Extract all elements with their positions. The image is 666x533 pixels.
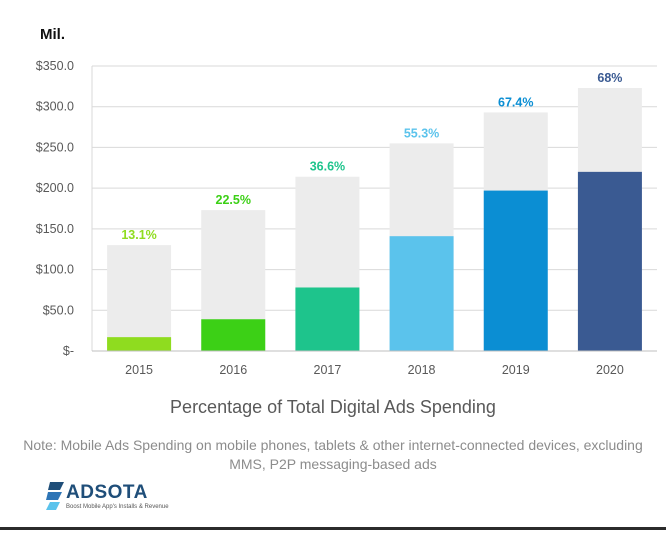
bottom-rule <box>0 527 666 530</box>
percent-label: 67.4% <box>498 95 533 109</box>
mobile-bar <box>201 319 266 351</box>
mobile-bar <box>483 190 548 351</box>
y-tick-label: $350.0 <box>36 59 74 73</box>
axes: $- $50.0 $100.0 $150.0 $200.0 $250.0 $300.0 $35… <box>36 59 657 377</box>
x-tick-label: 2016 <box>219 363 247 377</box>
y-tick-label: $100.0 <box>36 263 74 277</box>
x-tick-label: 2018 <box>408 363 436 377</box>
unit-label: Mil. <box>40 26 65 43</box>
y-tick-label: $250.0 <box>36 140 74 154</box>
percent-label: 36.6% <box>310 160 345 174</box>
x-tick-label: 2019 <box>502 363 530 377</box>
logo-tagline: Boost Mobile App's Installs & Revenue <box>66 504 169 510</box>
percent-label: 22.5% <box>216 193 251 207</box>
grid-lines <box>92 65 657 311</box>
mobile-bar <box>389 236 454 351</box>
total-bar <box>107 245 172 351</box>
chart-caption: Percentage of Total Digital Ads Spending <box>170 397 496 417</box>
x-tick-label: 2015 <box>125 363 153 377</box>
y-tick-label: $200.0 <box>36 181 74 195</box>
bars: 13.1% 22.5% 36.6% 55.3% 67.4% 68% <box>107 71 642 352</box>
chart-note: Note: Mobile Ads Spending on mobile phon… <box>23 437 643 472</box>
x-tick-label: 2017 <box>314 363 342 377</box>
mobile-bar <box>295 287 360 351</box>
mobile-bar <box>107 337 172 351</box>
percent-label: 55.3% <box>404 126 439 140</box>
logo-name: ADSOTA <box>66 482 148 503</box>
y-tick-label: $300.0 <box>36 100 74 114</box>
y-tick-label: $- <box>63 344 74 358</box>
y-tick-label: $50.0 <box>43 303 74 317</box>
bar-chart: 13.1% 22.5% 36.6% 55.3% 67.4% 68% $- $50.0 $100… <box>36 59 657 377</box>
y-tick-label: $150.0 <box>36 222 74 236</box>
percent-label: 68% <box>597 71 622 85</box>
adsota-logo: ADSOTA Boost Mobile App's Installs & Rev… <box>46 480 169 516</box>
percent-label: 13.1% <box>121 228 156 242</box>
x-tick-label: 2020 <box>596 363 624 377</box>
logo-mark-icon <box>46 482 64 510</box>
mobile-bar <box>577 171 642 351</box>
